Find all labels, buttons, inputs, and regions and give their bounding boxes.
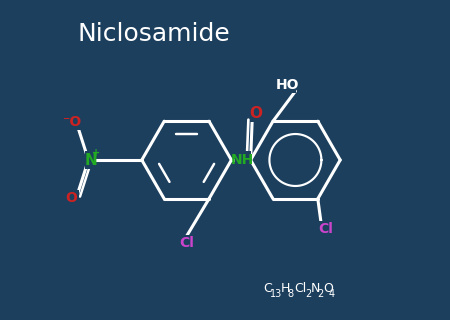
FancyBboxPatch shape [85,151,96,169]
Text: +: + [92,148,100,158]
Text: HO: HO [276,78,299,92]
FancyBboxPatch shape [64,114,82,130]
Text: 4: 4 [329,289,335,299]
FancyBboxPatch shape [250,106,261,122]
Text: NH: NH [231,153,254,167]
Text: N: N [84,153,97,167]
Text: N: N [311,282,320,294]
FancyBboxPatch shape [180,235,193,251]
Text: C: C [263,282,272,294]
Text: O: O [65,191,77,205]
Text: Cl: Cl [294,282,306,294]
Text: Cl: Cl [318,222,333,236]
Text: O: O [323,282,333,294]
Text: 13: 13 [270,289,282,299]
FancyBboxPatch shape [320,221,332,237]
FancyBboxPatch shape [234,151,251,169]
Text: H: H [281,282,290,294]
Text: ⁻O: ⁻O [62,115,81,129]
FancyBboxPatch shape [279,77,296,93]
FancyBboxPatch shape [68,190,79,206]
Text: 8: 8 [288,289,293,299]
Text: 2: 2 [317,289,323,299]
Text: O: O [249,106,262,121]
Text: Niclosamide: Niclosamide [78,22,230,46]
Text: 2: 2 [305,289,311,299]
Text: Cl: Cl [179,236,194,250]
